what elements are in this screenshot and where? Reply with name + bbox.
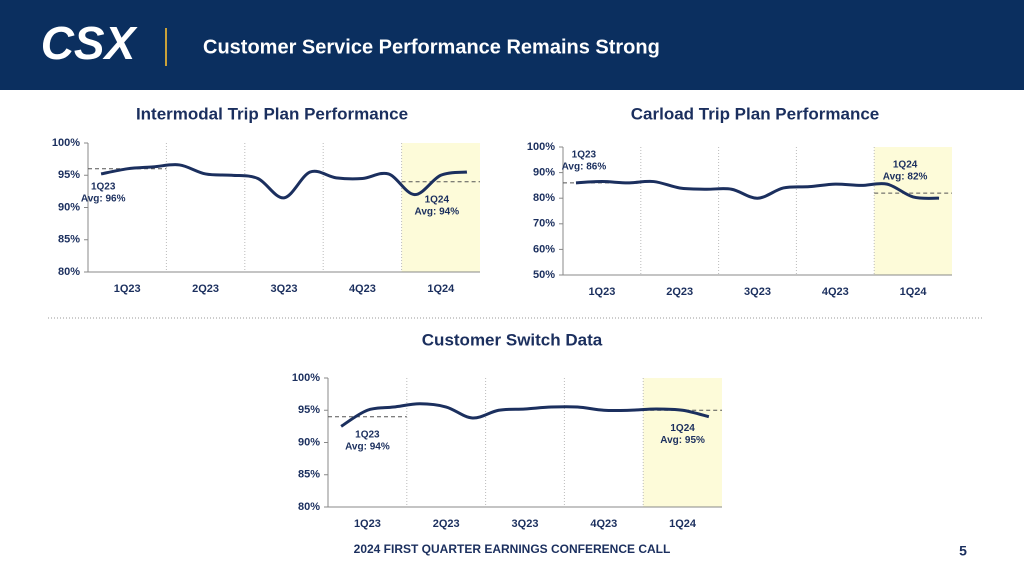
y-tick-label: 50% [533, 269, 555, 281]
annotation-label: Avg: 96% [81, 193, 126, 204]
x-tick-label: 1Q24 [900, 286, 928, 298]
annotation-label: Avg: 86% [562, 161, 607, 172]
y-tick-label: 70% [533, 218, 555, 230]
annotation-quarter: 1Q24 [670, 423, 695, 434]
annotation-quarter: 1Q23 [91, 181, 116, 192]
y-tick-label: 90% [58, 201, 80, 213]
chart-title: Intermodal Trip Plan Performance [136, 104, 408, 123]
y-tick-label: 90% [533, 167, 555, 179]
x-tick-label: 2Q23 [192, 283, 219, 295]
series-line [340, 402, 710, 428]
annotation-label: Avg: 94% [345, 441, 390, 452]
series-line [575, 179, 940, 200]
y-tick-label: 95% [58, 169, 80, 181]
annotation-quarter: 1Q24 [893, 160, 918, 171]
annotation-quarter: 1Q24 [425, 194, 450, 205]
footer-text: 2024 FIRST QUARTER EARNINGS CONFERENCE C… [354, 542, 671, 556]
y-tick-label: 60% [533, 243, 555, 255]
series-line [100, 163, 468, 200]
annotation-label: Avg: 82% [883, 172, 928, 183]
x-tick-label: 3Q23 [512, 518, 539, 530]
logo: CSX [41, 17, 138, 69]
y-tick-label: 100% [292, 372, 320, 384]
chart-title: Customer Switch Data [422, 330, 603, 349]
x-tick-label: 3Q23 [271, 283, 298, 295]
annotation-quarter: 1Q23 [572, 149, 597, 160]
annotation-quarter: 1Q23 [355, 429, 380, 440]
annotation-label: Avg: 95% [660, 435, 705, 446]
y-tick-label: 80% [298, 501, 320, 513]
x-tick-label: 4Q23 [590, 518, 617, 530]
chart-title: Carload Trip Plan Performance [631, 104, 879, 123]
highlight-band [401, 143, 480, 272]
x-tick-label: 1Q23 [114, 283, 141, 295]
x-tick-label: 2Q23 [666, 286, 693, 298]
highlight-band [643, 378, 722, 507]
y-tick-label: 80% [533, 192, 555, 204]
y-tick-label: 85% [298, 469, 320, 481]
y-tick-label: 90% [298, 436, 320, 448]
x-tick-label: 1Q23 [354, 518, 381, 530]
y-tick-label: 85% [58, 234, 80, 246]
y-tick-label: 80% [58, 266, 80, 278]
x-tick-label: 4Q23 [822, 286, 849, 298]
y-tick-label: 100% [527, 141, 555, 153]
x-tick-label: 1Q24 [427, 283, 455, 295]
y-tick-label: 100% [52, 137, 80, 149]
y-tick-label: 95% [298, 404, 320, 416]
header-band [0, 0, 1024, 90]
x-tick-label: 1Q23 [588, 286, 615, 298]
header-title: Customer Service Performance Remains Str… [203, 36, 660, 58]
x-tick-label: 1Q24 [669, 518, 697, 530]
highlight-band [874, 147, 952, 275]
x-tick-label: 4Q23 [349, 283, 376, 295]
x-tick-label: 2Q23 [433, 518, 460, 530]
annotation-label: Avg: 94% [414, 206, 459, 217]
x-tick-label: 3Q23 [744, 286, 771, 298]
page-number: 5 [959, 543, 967, 559]
